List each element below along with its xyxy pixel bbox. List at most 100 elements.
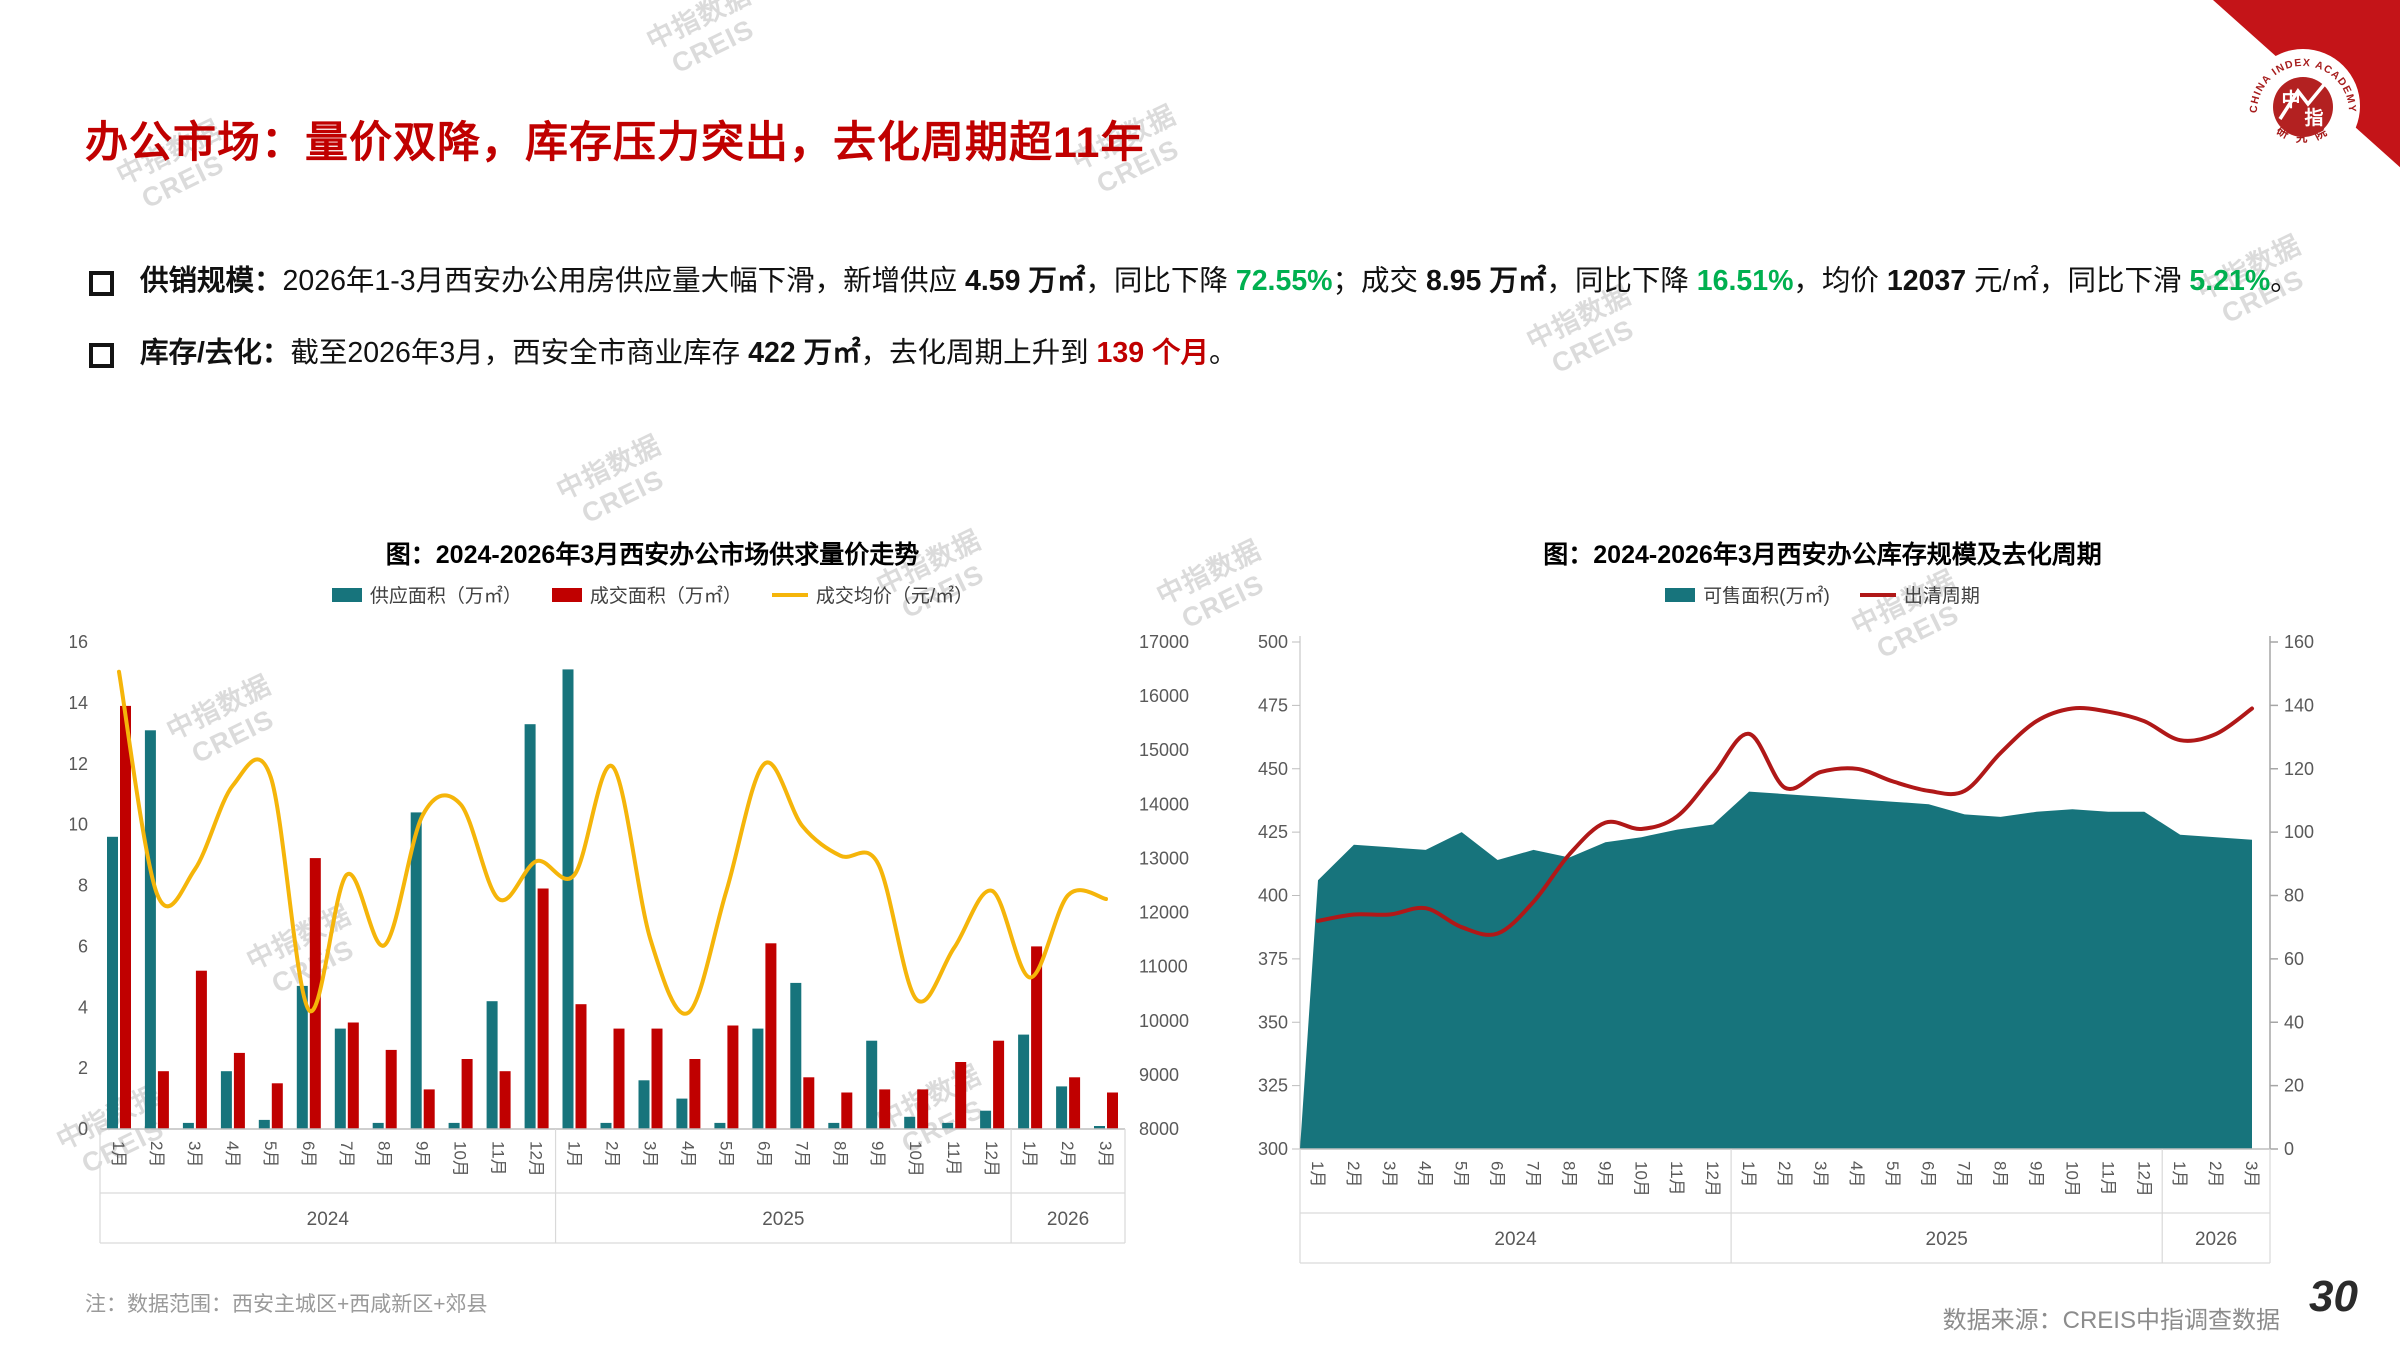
svg-text:3月: 3月 (185, 1141, 204, 1167)
svg-text:8月: 8月 (1559, 1161, 1578, 1187)
svg-text:10000: 10000 (1139, 1011, 1189, 1031)
page-number: 30 (2309, 1272, 2358, 1321)
svg-text:2月: 2月 (1058, 1141, 1077, 1167)
svg-text:14000: 14000 (1139, 794, 1189, 814)
svg-text:40: 40 (2284, 1012, 2304, 1032)
svg-text:375: 375 (1258, 949, 1288, 969)
svg-text:2月: 2月 (147, 1141, 166, 1167)
svg-text:5月: 5月 (261, 1141, 280, 1167)
svg-text:10月: 10月 (1631, 1161, 1650, 1197)
svg-text:300: 300 (1258, 1139, 1288, 1159)
svg-text:17000: 17000 (1139, 632, 1189, 652)
svg-text:12000: 12000 (1139, 903, 1189, 923)
svg-text:140: 140 (2284, 695, 2314, 715)
svg-text:9000: 9000 (1139, 1065, 1179, 1085)
axis-labels: 0 2 4 6 8 10 12 14 16 8000 9000 10000 11000 12000 1300… (70, 632, 1189, 1139)
legend-rect-swatch-icon (1665, 587, 1696, 602)
year-axis-labels: 2024 2025 2026 (1494, 1229, 2237, 1250)
footnote: 注：数据范围：西安主城区+西咸新区+郊县 (85, 1293, 488, 1316)
supply-bars (107, 669, 1105, 1129)
page-title: 办公市场：量价双降，库存压力突出，去化周期超11年 (85, 119, 1145, 167)
svg-text:8月: 8月 (1991, 1161, 2010, 1187)
svg-text:7月: 7月 (1524, 1161, 1543, 1187)
svg-text:475: 475 (1258, 695, 1288, 715)
svg-text:400: 400 (1258, 886, 1288, 906)
svg-text:2: 2 (78, 1058, 88, 1078)
svg-text:11月: 11月 (489, 1141, 508, 1176)
svg-text:3月: 3月 (1380, 1161, 1399, 1187)
svg-text:4月: 4月 (1416, 1161, 1435, 1187)
svg-text:15000: 15000 (1139, 740, 1189, 760)
svg-text:1月: 1月 (1308, 1161, 1327, 1187)
svg-text:3月: 3月 (640, 1141, 659, 1167)
transaction-bars (120, 705, 1118, 1129)
svg-text:11000: 11000 (1139, 957, 1188, 977)
svg-text:2025: 2025 (1926, 1229, 1968, 1250)
svg-text:1月: 1月 (1739, 1161, 1758, 1187)
bullet-square-icon (89, 271, 114, 296)
legend-line-swatch-icon (1859, 592, 1896, 597)
svg-text:0: 0 (78, 1119, 88, 1139)
bullet-item: 库存/去化：截至2026年3月，西安全市商业库存 422 万㎡，去化周期上升到 … (85, 330, 2325, 376)
svg-text:10月: 10月 (906, 1141, 925, 1177)
svg-text:1月: 1月 (1020, 1141, 1039, 1167)
svg-text:425: 425 (1258, 822, 1288, 842)
svg-text:0: 0 (2284, 1139, 2294, 1159)
svg-text:5月: 5月 (1883, 1161, 1902, 1187)
svg-text:6月: 6月 (1919, 1161, 1938, 1187)
svg-text:2月: 2月 (1344, 1161, 1363, 1187)
legend-item: 出清周期 (1859, 581, 1980, 608)
svg-text:4月: 4月 (223, 1141, 242, 1167)
svg-text:1月: 1月 (109, 1141, 128, 1167)
svg-text:60: 60 (2284, 949, 2304, 969)
svg-text:3月: 3月 (1096, 1141, 1115, 1167)
svg-text:7月: 7月 (1955, 1161, 1974, 1187)
legend-item: 供应面积（万㎡） (331, 581, 522, 608)
svg-text:16: 16 (70, 632, 88, 652)
svg-text:350: 350 (1258, 1012, 1288, 1032)
svg-text:100: 100 (2284, 822, 2314, 842)
svg-text:500: 500 (1258, 632, 1288, 652)
svg-text:9月: 9月 (1595, 1161, 1614, 1187)
svg-text:4月: 4月 (678, 1141, 697, 1167)
seal-zh-1: 中 (2281, 88, 2300, 111)
chart-inventory-cycle: 图：2024-2026年3月西安办公库存规模及去化周期 可售面积(万㎡) 出清周期… (1245, 535, 2400, 1275)
svg-text:10月: 10月 (451, 1141, 470, 1177)
svg-text:14: 14 (70, 693, 88, 713)
svg-text:2024: 2024 (1494, 1229, 1537, 1250)
axis-labels: 300 325 350 375 400 425 450 475 500 0 20 40 60 80 100 1… (1258, 632, 2314, 1159)
svg-text:2024: 2024 (307, 1209, 350, 1230)
svg-text:325: 325 (1258, 1076, 1288, 1096)
month-axis-labels: 1月 2月 3月 4月 5月 6月 7月 8月 9月 10月 11月 12月 1月 2月 3月 4月 5月 6月 7… (1308, 1161, 2261, 1197)
svg-text:450: 450 (1258, 759, 1288, 779)
chart-title: 图：2024-2026年3月西安办公市场供求量价走势 (385, 541, 920, 569)
year-axis-labels: 2024 2025 2026 (307, 1209, 1090, 1230)
svg-text:4: 4 (78, 997, 88, 1017)
svg-text:80: 80 (2284, 886, 2304, 906)
svg-text:11月: 11月 (2098, 1161, 2117, 1196)
svg-text:3月: 3月 (2242, 1161, 2261, 1187)
svg-text:10月: 10月 (2062, 1161, 2081, 1197)
bullet-text: 供销规模：2026年1-3月西安办公用房供应量大幅下滑，新增供应 4.59 万㎡… (140, 265, 2299, 297)
chart-title: 图：2024-2026年3月西安办公库存规模及去化周期 (1543, 541, 2102, 569)
chart-supply-demand-price: 图：2024-2026年3月西安办公市场供求量价走势 供应面积（万㎡） 成交面积（… (70, 535, 1235, 1275)
legend-line-swatch-icon (771, 592, 808, 597)
svg-text:2026: 2026 (2195, 1229, 2237, 1250)
svg-text:2月: 2月 (2206, 1161, 2225, 1187)
data-source: 数据来源：CREIS中指调查数据 (1942, 1307, 2280, 1334)
china-index-academy-seal-icon: CHINA INDEX ACADEMY 研 究 院 中 指 (2246, 49, 2360, 163)
svg-text:5月: 5月 (716, 1141, 735, 1167)
svg-text:9月: 9月 (868, 1141, 887, 1167)
svg-text:7月: 7月 (337, 1141, 356, 1167)
svg-text:7月: 7月 (792, 1141, 811, 1167)
svg-text:8000: 8000 (1139, 1119, 1179, 1139)
chart-legend: 可售面积(万㎡) 出清周期 (1665, 581, 1980, 608)
inventory-area (1300, 791, 2252, 1149)
svg-text:12: 12 (70, 754, 88, 774)
svg-text:8月: 8月 (375, 1141, 394, 1167)
svg-text:9月: 9月 (2026, 1161, 2045, 1187)
svg-text:11月: 11月 (944, 1141, 963, 1176)
